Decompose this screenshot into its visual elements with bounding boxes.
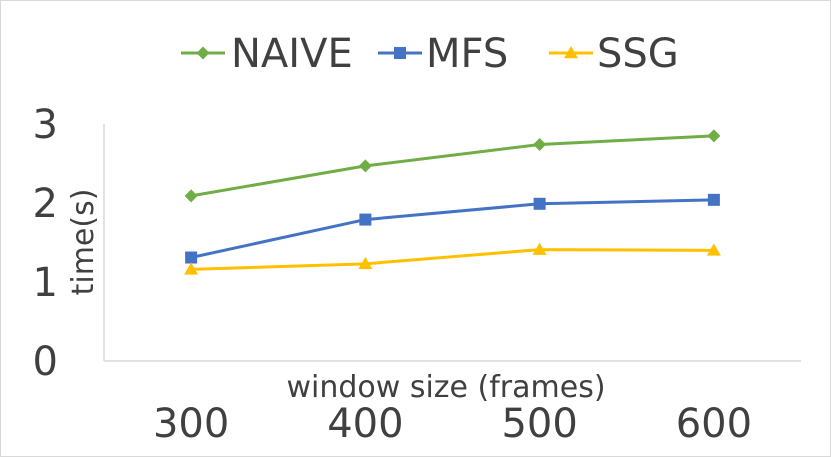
data-point: [707, 129, 721, 143]
data-point: [359, 213, 372, 226]
axes: [103, 124, 801, 362]
x-tick-label: 400: [327, 401, 403, 447]
data-point: [184, 189, 198, 203]
x-tick-label: 500: [501, 401, 577, 447]
legend-item-ssg: SSG: [549, 31, 679, 77]
legend-marker: [564, 46, 578, 59]
x-tick-label: 600: [676, 401, 752, 447]
legend: NAIVE MFS SSG: [181, 31, 679, 77]
data-point: [358, 159, 372, 173]
data-point: [707, 193, 720, 206]
legend-marker: [394, 47, 406, 59]
legend-item-mfs: MFS: [378, 31, 508, 77]
data-point: [532, 242, 547, 255]
legend-label: SSG: [597, 31, 679, 77]
series-line: [189, 198, 716, 260]
data-point: [185, 251, 198, 264]
data-point: [358, 256, 373, 270]
y-tick-label: 1: [33, 260, 58, 306]
legend-label: NAIVE: [231, 31, 353, 77]
y-tick-label: 3: [33, 102, 58, 148]
legend-marker: [196, 46, 210, 60]
data-point: [184, 262, 199, 275]
legend-item-naive: NAIVE: [181, 31, 353, 77]
x-tick-label: 300: [153, 401, 229, 447]
data-point: [533, 138, 547, 152]
x-tick-labels: 300 400 500 600: [153, 401, 752, 447]
series-naive: [184, 129, 721, 203]
y-tick-label: 2: [33, 181, 58, 227]
y-tick-label: 0: [33, 339, 58, 385]
x-axis-title: window size (frames): [286, 370, 605, 405]
legend-label: MFS: [426, 31, 508, 77]
series-ssg: [184, 242, 721, 275]
data-point: [706, 243, 721, 256]
series-line: [189, 134, 716, 198]
series-layer: [184, 129, 721, 275]
series-mfs: [185, 193, 720, 264]
y-tick-labels: 0 1 2 3: [33, 102, 58, 385]
series-line: [189, 248, 716, 271]
data-point: [533, 197, 546, 210]
y-axis-title: time(s): [66, 189, 101, 296]
